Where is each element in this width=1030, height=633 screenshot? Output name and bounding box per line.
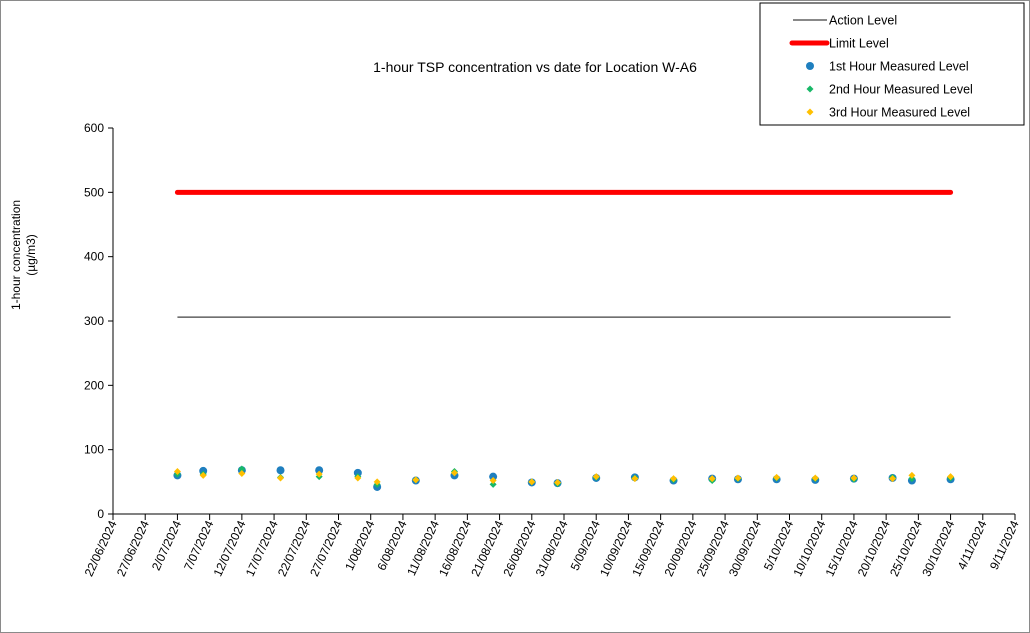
series-3-point	[528, 478, 536, 486]
x-tick-label: 5/09/2024	[568, 518, 603, 573]
axes: 010020030040050060022/06/202427/06/20242…	[82, 121, 1022, 579]
data-points	[173, 465, 955, 491]
legend: Action Level Limit Level 1st Hour Measured…	[759, 2, 1025, 126]
chart-title: 1-hour TSP concentration vs date for Loc…	[373, 59, 697, 75]
x-tick-label: 22/07/2024	[275, 518, 313, 579]
series-3-point	[889, 475, 897, 483]
legend-swatch-marker	[806, 85, 814, 93]
series-3-point	[811, 474, 819, 482]
x-tick-label: 25/09/2024	[694, 518, 732, 579]
x-tick-label: 21/08/2024	[468, 518, 506, 579]
series-3-point	[850, 474, 858, 482]
y-tick-label: 300	[84, 314, 104, 328]
reference-lines	[174, 189, 954, 318]
x-tick-label: 2/07/2024	[149, 518, 184, 573]
series-1-point	[353, 468, 362, 477]
y-tick-label: 0	[97, 507, 104, 521]
x-tick-label: 20/09/2024	[662, 518, 700, 579]
x-tick-label: 25/10/2024	[887, 518, 925, 579]
legend-label: 3rd Hour Measured Level	[829, 106, 970, 120]
series-1-point	[315, 466, 324, 475]
x-tick-label: 6/08/2024	[374, 518, 409, 573]
series-3-point	[373, 478, 381, 486]
x-tick-label: 1/08/2024	[342, 518, 377, 573]
x-tick-label: 26/08/2024	[500, 518, 538, 579]
series-3-point	[734, 474, 742, 482]
y-axis-title-line-2: (µg/m3)	[24, 234, 38, 276]
x-tick-label: 12/07/2024	[211, 518, 249, 579]
x-tick-label: 5/10/2024	[761, 518, 796, 573]
series-3-point	[354, 474, 362, 482]
x-tick-label: 4/11/2024	[955, 518, 990, 572]
legend-label: Limit Level	[829, 37, 889, 51]
series-3-point	[592, 473, 600, 481]
legend-label: 2nd Hour Measured Level	[829, 83, 973, 97]
x-tick-label: 7/07/2024	[181, 518, 216, 573]
series-3-point	[277, 474, 285, 482]
series-3-point	[908, 471, 916, 479]
x-tick-label: 27/07/2024	[307, 518, 345, 579]
x-tick-label: 15/10/2024	[823, 518, 861, 579]
y-axis-title-line-1: 1-hour concentration	[9, 200, 23, 310]
x-tick-label: 20/10/2024	[855, 518, 893, 579]
y-tick-label: 400	[84, 250, 104, 264]
series-1-point	[489, 472, 498, 481]
x-tick-label: 15/09/2024	[629, 518, 667, 579]
x-tick-label: 16/08/2024	[436, 518, 474, 579]
series-1-point	[276, 466, 285, 475]
x-tick-label: 30/09/2024	[726, 518, 764, 579]
y-tick-label: 500	[84, 185, 104, 199]
x-tick-label: 10/09/2024	[597, 518, 635, 579]
x-tick-label: 10/10/2024	[790, 518, 828, 579]
y-tick-label: 600	[84, 121, 104, 135]
legend-box	[759, 2, 1025, 126]
x-tick-label: 27/06/2024	[114, 518, 152, 579]
series-3-point	[947, 473, 955, 481]
x-tick-label: 9/11/2024	[987, 518, 1022, 572]
series-3-point	[708, 475, 716, 483]
x-tick-label: 22/06/2024	[82, 518, 120, 579]
y-tick-label: 100	[84, 443, 104, 457]
series-3-point	[315, 470, 323, 478]
legend-label: 1st Hour Measured Level	[829, 60, 969, 74]
y-tick-label: 200	[84, 378, 104, 392]
series-3-point	[489, 477, 497, 485]
series-3-point	[631, 475, 639, 483]
series-3-point	[670, 475, 678, 483]
x-tick-label: 11/08/2024	[404, 518, 442, 578]
series-3-point	[554, 478, 562, 486]
series-3-point	[450, 469, 458, 477]
series-2-point	[238, 465, 246, 473]
series-3-point	[773, 473, 781, 481]
series-2-point	[489, 480, 497, 488]
series-3-point	[173, 468, 181, 476]
legend-swatch-marker	[806, 108, 814, 116]
series-3-point	[412, 476, 420, 484]
legend-swatch-marker	[806, 62, 814, 70]
legend-label: Action Level	[829, 14, 897, 28]
x-tick-label: 30/10/2024	[919, 518, 957, 579]
series-3-point	[238, 469, 246, 477]
series-3-point	[199, 471, 207, 479]
x-tick-label: 17/07/2024	[243, 518, 281, 579]
x-tick-label: 31/08/2024	[533, 518, 571, 579]
